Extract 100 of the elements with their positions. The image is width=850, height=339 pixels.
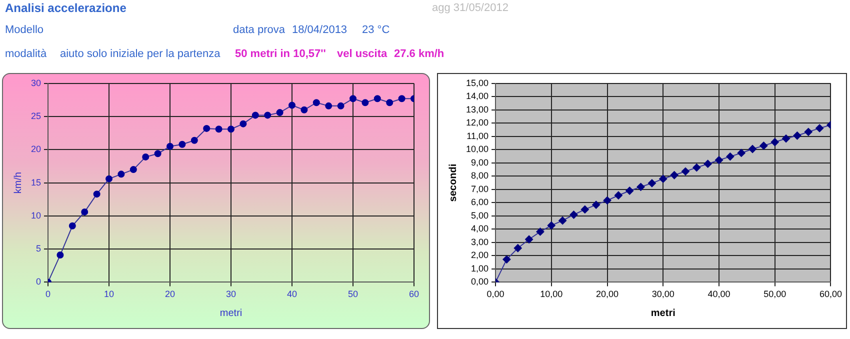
y-tick-label: 7,00 <box>470 184 489 194</box>
point <box>770 138 779 146</box>
y-tick-label: 0 <box>36 276 42 287</box>
point <box>228 126 235 133</box>
text: 50 metri in 10,57'' <box>235 48 326 60</box>
point <box>312 99 320 106</box>
y-tick-label: 5,00 <box>470 210 489 220</box>
text: 27.6 km/h <box>394 48 444 60</box>
x-axis-title: metri <box>650 308 676 319</box>
point <box>715 156 723 164</box>
point <box>56 252 64 259</box>
x-tick-label: 30 <box>226 289 236 300</box>
x-tick-label: 20,00 <box>596 289 619 300</box>
point <box>525 235 534 244</box>
x-tick-label: 20 <box>165 289 176 300</box>
x-tick-label: 30,00 <box>652 289 674 300</box>
text: aiuto solo iniziale per la partenza <box>60 48 220 60</box>
point <box>264 112 272 119</box>
point <box>190 136 198 144</box>
point <box>337 102 344 110</box>
point <box>626 186 634 195</box>
y-tick-label: 11,00 <box>466 130 489 141</box>
point <box>252 112 259 119</box>
point <box>398 95 406 102</box>
x-tick-label: 0 <box>46 289 51 300</box>
point <box>215 126 222 133</box>
y-tick-label: 6,00 <box>470 197 489 208</box>
y-tick-label: 12,00 <box>466 118 489 128</box>
point <box>276 109 284 116</box>
y-tick-label: 3,00 <box>470 236 489 247</box>
point <box>154 150 162 158</box>
point <box>760 142 768 150</box>
x-tick-label: 60,00 <box>819 289 842 300</box>
text: 18/04/2013 <box>292 24 348 36</box>
point <box>68 222 76 230</box>
point <box>106 175 113 182</box>
y-tick-label: 13,00 <box>466 104 489 114</box>
x-tick-label: 10,00 <box>540 289 563 300</box>
point <box>804 128 812 136</box>
point <box>325 102 332 110</box>
x-tick-label: 40 <box>286 289 298 300</box>
point <box>547 221 556 230</box>
point <box>648 179 656 188</box>
y-tick-label: 5 <box>36 244 42 254</box>
y-tick-label: 1,00 <box>470 263 489 274</box>
point <box>514 244 522 252</box>
text: vel uscita <box>337 48 388 60</box>
point <box>118 170 125 178</box>
point <box>748 145 757 154</box>
point <box>580 205 589 214</box>
point <box>793 132 802 140</box>
point <box>93 190 100 198</box>
y-axis-title: secondi <box>448 164 459 202</box>
point <box>603 196 612 204</box>
point <box>704 160 712 168</box>
text: agg 31/05/2012 <box>432 2 508 14</box>
point <box>536 228 544 236</box>
x-axis-title: metri <box>220 308 242 319</box>
point <box>386 99 394 106</box>
point <box>636 182 645 191</box>
point <box>240 120 247 128</box>
y-tick-label: 10 <box>30 210 42 220</box>
y-tick-label: 30 <box>30 78 42 88</box>
x-tick-label: 60 <box>408 289 420 300</box>
y-tick-label: 14,00 <box>466 91 489 102</box>
point <box>374 95 381 102</box>
point <box>681 167 690 176</box>
point <box>737 148 746 157</box>
x-tick-label: 50,00 <box>764 289 786 300</box>
point <box>692 164 701 172</box>
y-tick-label: 4,00 <box>470 224 489 234</box>
y-tick-label: 15 <box>30 177 42 188</box>
text: data prova <box>233 24 285 36</box>
x-tick-label: 40,00 <box>708 289 730 300</box>
point <box>816 124 824 132</box>
point <box>726 152 734 161</box>
point <box>142 153 150 160</box>
point <box>502 255 511 264</box>
point <box>614 191 622 200</box>
y-tick-label: 2,00 <box>470 250 489 260</box>
y-tick-label: 9,00 <box>470 157 489 168</box>
point <box>659 174 668 183</box>
point <box>81 208 88 216</box>
y-tick-label: 10,00 <box>466 144 489 154</box>
point <box>178 140 186 148</box>
point <box>350 95 356 102</box>
x-tick-label: 10 <box>104 289 114 300</box>
point <box>362 99 369 106</box>
y-tick-label: 0,00 <box>470 276 489 287</box>
point <box>782 134 790 143</box>
x-tick-label: 0,00 <box>486 289 504 300</box>
point <box>558 216 567 225</box>
y-axis-title: km/h <box>12 172 24 194</box>
point <box>670 171 678 180</box>
point <box>203 124 210 132</box>
y-tick-label: 25 <box>30 111 42 122</box>
point <box>130 166 137 174</box>
chart-title: Analisi accelerazione <box>5 1 126 15</box>
y-tick-label: 8,00 <box>470 170 489 181</box>
text: modalità <box>5 48 47 60</box>
